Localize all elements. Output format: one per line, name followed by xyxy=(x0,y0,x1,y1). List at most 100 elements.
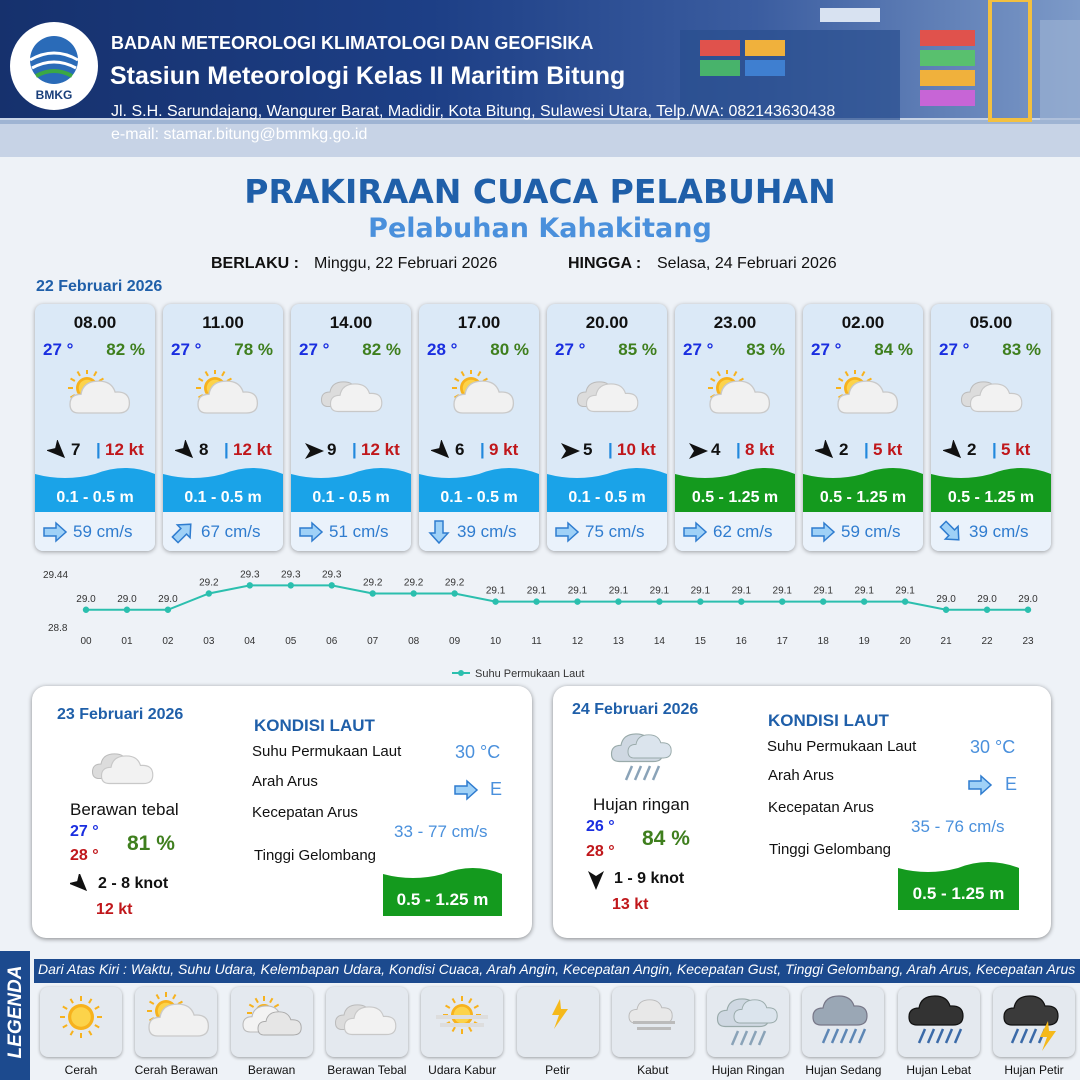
wind-speed-range: 2 - 8 knot xyxy=(98,875,169,892)
data-label: 29.1 xyxy=(650,586,670,597)
bmkg-logo-emblem xyxy=(29,36,79,84)
separator: | xyxy=(224,440,229,459)
wave-height: 0.1 - 0.5 m xyxy=(56,489,134,506)
legend-label: Hujan Sedang xyxy=(805,1063,882,1077)
gust-speed: 10 kt xyxy=(617,440,656,459)
data-label: 29.2 xyxy=(404,578,424,589)
station-name: Stasiun Meteorologi Kelas II Maritim Bit… xyxy=(110,62,626,90)
wave-height-label: Tinggi Gelombang xyxy=(254,847,377,864)
temp-max: 28 ° xyxy=(586,843,615,860)
forecast-time: 05.00 xyxy=(969,313,1013,332)
current-speed: 62 cm/s xyxy=(713,522,773,541)
data-point xyxy=(123,606,131,613)
weather-condition-icon xyxy=(196,370,259,414)
forecast-card: 05.00 27 ° 83 % 2 | 5 kt 0.5 - 1.25 m 39… xyxy=(931,304,1051,551)
data-label: 29.0 xyxy=(117,594,137,605)
x-tick-label: 07 xyxy=(367,636,379,647)
forecast-time: 23.00 xyxy=(713,313,757,332)
x-tick-label: 15 xyxy=(695,636,707,647)
x-tick-label: 06 xyxy=(326,636,338,647)
day1-date: 22 Februari 2026 xyxy=(36,278,163,295)
current-direction-arrow-icon xyxy=(683,521,708,543)
weather-condition-icon xyxy=(320,381,383,413)
wind-direction-arrow-icon xyxy=(815,440,834,459)
data-point xyxy=(287,582,294,589)
gust-speed: 12 kt xyxy=(361,440,400,459)
forecast-time: 08.00 xyxy=(73,313,117,332)
current-speed: 39 cm/s xyxy=(457,522,517,541)
current-direction-arrow-icon xyxy=(299,521,324,543)
bmkg-logo-text: BMKG xyxy=(35,88,73,102)
legend-label: Suhu Permukaan Laut xyxy=(475,668,584,680)
day-date: 24 Februari 2026 xyxy=(572,701,699,718)
air-temperature: 27 ° xyxy=(811,340,842,359)
forecast-time: 17.00 xyxy=(457,313,501,332)
wind-speed: 6 xyxy=(455,440,465,459)
legend-label: Berawan xyxy=(247,1063,296,1077)
forecast-card: 17.00 28 ° 80 % 6 | 9 kt 0.1 - 0.5 m 39 … xyxy=(419,304,539,551)
wave-graphic xyxy=(898,862,1019,910)
x-tick-label: 09 xyxy=(449,636,461,647)
current-direction-arrow-icon xyxy=(939,520,960,541)
x-tick-label: 05 xyxy=(285,636,297,647)
data-label: 29.1 xyxy=(486,586,506,597)
sst-line xyxy=(86,584,1028,611)
wave-height-value: 0.5 - 1.25 m xyxy=(912,884,1005,903)
port-background-illustration xyxy=(0,0,1080,157)
humidity: 82 % xyxy=(106,340,145,359)
legend-label: Berawan Tebal xyxy=(327,1063,407,1077)
x-tick-label: 04 xyxy=(244,636,256,647)
current-direction-arrow-icon xyxy=(968,774,993,796)
separator: | xyxy=(96,440,101,459)
forecast-card: 14.00 27 ° 82 % 9 | 12 kt 0.1 - 0.5 m 51… xyxy=(291,304,411,551)
valid-to-value: Selasa, 24 Februari 2026 xyxy=(657,255,837,272)
data-point xyxy=(492,598,499,605)
x-tick-label: 02 xyxy=(162,636,174,647)
data-point xyxy=(820,598,827,605)
x-tick-label: 03 xyxy=(203,636,215,647)
wave-height: 0.1 - 0.5 m xyxy=(184,489,262,506)
current-speed-value: 33 - 77 cm/s xyxy=(394,822,488,841)
data-point xyxy=(164,606,172,613)
legend-petir-icon xyxy=(516,987,599,1057)
forecast-card: 02.00 27 ° 84 % 2 | 5 kt 0.5 - 1.25 m 59… xyxy=(803,304,923,551)
page-title: PRAKIRAAN CUACA PELABUHAN xyxy=(244,172,836,211)
current-direction-arrow-icon xyxy=(171,523,192,544)
separator: | xyxy=(992,440,997,459)
valid-from-label: BERLAKU : xyxy=(211,255,299,272)
legend-hujan-lebat-icon xyxy=(897,987,980,1057)
separator: | xyxy=(480,440,485,459)
sst-label: Suhu Permukaan Laut xyxy=(252,743,402,760)
wave-height: 0.1 - 0.5 m xyxy=(440,489,518,506)
forecast-time: 02.00 xyxy=(841,313,885,332)
data-label: 29.1 xyxy=(854,586,874,597)
weather-condition-icon xyxy=(68,370,131,414)
x-tick-label: 20 xyxy=(900,636,912,647)
data-point xyxy=(615,598,622,605)
wind-direction-arrow-icon xyxy=(70,874,88,892)
data-point xyxy=(738,598,745,605)
legend-berawan-icon xyxy=(230,987,313,1057)
data-label: 29.2 xyxy=(199,578,219,589)
weather-condition-icon xyxy=(576,381,639,413)
legend-label: Kabut xyxy=(637,1063,669,1077)
wave-height-label: Tinggi Gelombang xyxy=(769,841,892,858)
humidity: 81 % xyxy=(127,832,175,855)
current-direction-arrow-icon xyxy=(454,779,479,801)
current-direction-arrow-icon xyxy=(555,521,580,543)
wave-graphic xyxy=(931,468,1051,512)
data-point xyxy=(574,598,581,605)
x-tick-label: 01 xyxy=(121,636,133,647)
x-tick-label: 00 xyxy=(80,636,92,647)
data-label: 29.1 xyxy=(691,586,711,597)
legend-label: Petir xyxy=(545,1063,570,1077)
forecast-card: 20.00 27 ° 85 % 5 | 10 kt 0.1 - 0.5 m 75… xyxy=(547,304,667,551)
legend-udara-kabur-icon xyxy=(421,987,504,1057)
legend-label: Hujan Petir xyxy=(1004,1063,1064,1077)
current-direction-label: Arah Arus xyxy=(252,773,318,790)
wave-graphic xyxy=(35,468,155,512)
data-point xyxy=(983,606,991,613)
legend-hujan-ringan-icon xyxy=(707,987,790,1057)
port-name: Pelabuhan Kahakitang xyxy=(368,213,712,244)
current-speed: 39 cm/s xyxy=(969,522,1029,541)
